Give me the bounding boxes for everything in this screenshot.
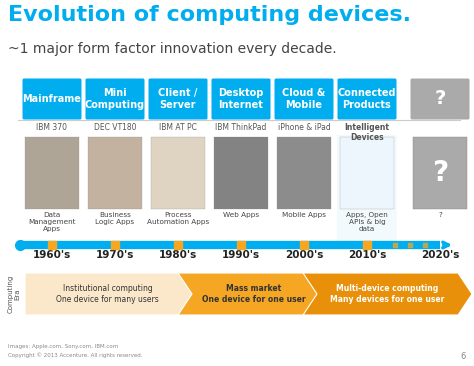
FancyBboxPatch shape: [413, 137, 467, 209]
Text: Business
Logic Apps: Business Logic Apps: [95, 212, 135, 225]
FancyBboxPatch shape: [88, 137, 142, 209]
Text: Connected
Products: Connected Products: [338, 88, 396, 110]
Text: ?: ?: [434, 90, 446, 108]
Text: Images: Apple.com, Sony.com, IBM.com: Images: Apple.com, Sony.com, IBM.com: [8, 344, 118, 349]
Text: 1960's: 1960's: [33, 250, 71, 260]
Text: Multi-device computing
Many devices for one user: Multi-device computing Many devices for …: [330, 284, 445, 304]
Text: iPhone & iPad: iPhone & iPad: [278, 123, 330, 132]
Polygon shape: [303, 273, 472, 315]
Text: Mass market
One device for one user: Mass market One device for one user: [202, 284, 305, 304]
Text: IBM ThinkPad: IBM ThinkPad: [215, 123, 267, 132]
Text: 2000's: 2000's: [285, 250, 323, 260]
FancyBboxPatch shape: [85, 78, 145, 120]
Text: Mainframe: Mainframe: [23, 94, 82, 104]
Text: ~1 major form factor innovation every decade.: ~1 major form factor innovation every de…: [8, 42, 337, 56]
Text: Desktop
Internet: Desktop Internet: [219, 88, 264, 110]
Text: Copyright © 2013 Accenture. All rights reserved.: Copyright © 2013 Accenture. All rights r…: [8, 352, 143, 358]
Text: Computing
Era: Computing Era: [8, 275, 20, 313]
Polygon shape: [25, 273, 204, 315]
FancyBboxPatch shape: [151, 137, 205, 209]
Text: Intelligent
Devices: Intelligent Devices: [345, 123, 390, 142]
Text: 1990's: 1990's: [222, 250, 260, 260]
FancyBboxPatch shape: [211, 78, 271, 120]
Text: Data
Management
Apps: Data Management Apps: [28, 212, 76, 232]
Text: IBM 370: IBM 370: [36, 123, 67, 132]
Text: Mini
Computing: Mini Computing: [85, 88, 145, 110]
Text: 2010's: 2010's: [348, 250, 386, 260]
FancyBboxPatch shape: [148, 78, 208, 120]
Text: Evolution of computing devices.: Evolution of computing devices.: [8, 5, 411, 25]
FancyBboxPatch shape: [337, 78, 396, 120]
Text: DEC VT180: DEC VT180: [94, 123, 136, 132]
Text: Web Apps: Web Apps: [223, 212, 259, 218]
FancyBboxPatch shape: [277, 137, 331, 209]
FancyBboxPatch shape: [274, 78, 334, 120]
Text: ?: ?: [438, 212, 442, 218]
Text: 1980's: 1980's: [159, 250, 197, 260]
FancyBboxPatch shape: [25, 137, 79, 209]
Text: Client /
Server: Client / Server: [158, 88, 198, 110]
FancyBboxPatch shape: [340, 137, 394, 209]
Text: 1970's: 1970's: [96, 250, 134, 260]
Text: 2020's: 2020's: [421, 250, 459, 260]
Polygon shape: [178, 273, 329, 315]
Text: Institutional computing
One device for many users: Institutional computing One device for m…: [56, 284, 159, 304]
FancyBboxPatch shape: [337, 135, 397, 245]
Text: 6: 6: [461, 352, 466, 361]
Text: Apps, Open
APIs & big
data: Apps, Open APIs & big data: [346, 212, 388, 232]
Text: ?: ?: [432, 159, 448, 187]
FancyBboxPatch shape: [22, 78, 82, 120]
FancyBboxPatch shape: [214, 137, 268, 209]
FancyBboxPatch shape: [410, 78, 470, 120]
Text: IBM AT PC: IBM AT PC: [159, 123, 197, 132]
Text: Process
Automation Apps: Process Automation Apps: [147, 212, 209, 225]
Text: Mobile Apps: Mobile Apps: [282, 212, 326, 218]
Text: Cloud &
Mobile: Cloud & Mobile: [283, 88, 326, 110]
